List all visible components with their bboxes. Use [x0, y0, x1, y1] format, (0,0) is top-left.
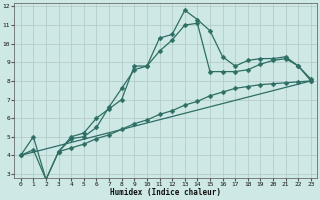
- X-axis label: Humidex (Indice chaleur): Humidex (Indice chaleur): [110, 188, 221, 197]
